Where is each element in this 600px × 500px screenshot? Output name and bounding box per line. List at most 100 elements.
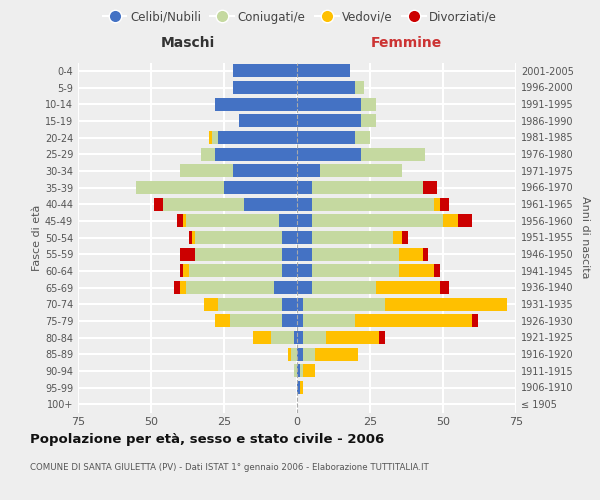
Bar: [300, 381, 303, 394]
Bar: [399, 264, 434, 278]
Bar: [218, 298, 283, 310]
Bar: [175, 281, 180, 294]
Bar: [212, 131, 218, 144]
Bar: [233, 64, 297, 78]
Bar: [303, 314, 355, 328]
Bar: [189, 231, 192, 244]
Bar: [283, 298, 297, 310]
Text: Femmine: Femmine: [371, 36, 442, 50]
Bar: [283, 264, 297, 278]
Bar: [183, 264, 189, 278]
Bar: [183, 214, 186, 228]
Bar: [297, 214, 311, 228]
Bar: [209, 131, 212, 144]
Bar: [218, 131, 297, 144]
Bar: [361, 148, 425, 160]
Bar: [303, 298, 385, 310]
Bar: [215, 98, 297, 110]
Text: Popolazione per età, sesso e stato civile - 2006: Popolazione per età, sesso e stato civil…: [30, 432, 384, 446]
Bar: [297, 231, 311, 244]
Bar: [361, 114, 376, 128]
Bar: [180, 264, 183, 278]
Bar: [203, 298, 218, 310]
Bar: [244, 198, 297, 210]
Bar: [422, 248, 428, 260]
Bar: [163, 198, 244, 210]
Bar: [297, 198, 311, 210]
Bar: [233, 164, 297, 177]
Bar: [402, 231, 408, 244]
Bar: [177, 214, 183, 228]
Bar: [300, 364, 303, 378]
Bar: [361, 98, 376, 110]
Bar: [233, 81, 297, 94]
Bar: [294, 331, 297, 344]
Bar: [379, 331, 385, 344]
Bar: [422, 181, 437, 194]
Bar: [311, 181, 422, 194]
Bar: [180, 248, 195, 260]
Bar: [283, 248, 297, 260]
Bar: [434, 264, 440, 278]
Bar: [154, 198, 163, 210]
Bar: [280, 214, 297, 228]
Bar: [195, 231, 283, 244]
Bar: [288, 348, 291, 360]
Bar: [297, 248, 311, 260]
Bar: [200, 148, 215, 160]
Y-axis label: Anni di nascita: Anni di nascita: [580, 196, 590, 278]
Bar: [303, 364, 314, 378]
Bar: [311, 248, 399, 260]
Bar: [297, 114, 361, 128]
Bar: [297, 64, 350, 78]
Bar: [303, 348, 314, 360]
Bar: [399, 248, 422, 260]
Text: COMUNE DI SANTA GIULETTA (PV) - Dati ISTAT 1° gennaio 2006 - Elaborazione TUTTIT: COMUNE DI SANTA GIULETTA (PV) - Dati IST…: [30, 462, 429, 471]
Bar: [297, 181, 311, 194]
Bar: [186, 214, 280, 228]
Bar: [297, 314, 303, 328]
Bar: [297, 298, 303, 310]
Bar: [291, 348, 297, 360]
Bar: [297, 281, 311, 294]
Bar: [320, 164, 402, 177]
Bar: [355, 131, 370, 144]
Text: Maschi: Maschi: [160, 36, 215, 50]
Bar: [192, 231, 195, 244]
Bar: [434, 198, 440, 210]
Bar: [311, 214, 443, 228]
Bar: [297, 148, 361, 160]
Bar: [355, 81, 364, 94]
Bar: [311, 231, 394, 244]
Bar: [283, 314, 297, 328]
Bar: [189, 264, 283, 278]
Bar: [458, 214, 472, 228]
Bar: [297, 264, 311, 278]
Bar: [294, 364, 297, 378]
Bar: [283, 231, 297, 244]
Bar: [472, 314, 478, 328]
Bar: [215, 148, 297, 160]
Bar: [440, 281, 449, 294]
Bar: [297, 381, 300, 394]
Bar: [297, 348, 303, 360]
Bar: [271, 331, 294, 344]
Bar: [394, 231, 402, 244]
Bar: [314, 348, 358, 360]
Bar: [297, 164, 320, 177]
Bar: [311, 264, 399, 278]
Bar: [303, 331, 326, 344]
Bar: [186, 281, 274, 294]
Y-axis label: Fasce di età: Fasce di età: [32, 204, 42, 270]
Bar: [195, 248, 283, 260]
Bar: [443, 214, 458, 228]
Bar: [385, 298, 507, 310]
Bar: [297, 81, 355, 94]
Bar: [311, 281, 376, 294]
Bar: [297, 331, 303, 344]
Bar: [224, 181, 297, 194]
Bar: [253, 331, 271, 344]
Legend: Celibi/Nubili, Coniugati/e, Vedovi/e, Divorziati/e: Celibi/Nubili, Coniugati/e, Vedovi/e, Di…: [98, 6, 502, 28]
Bar: [136, 181, 224, 194]
Bar: [230, 314, 283, 328]
